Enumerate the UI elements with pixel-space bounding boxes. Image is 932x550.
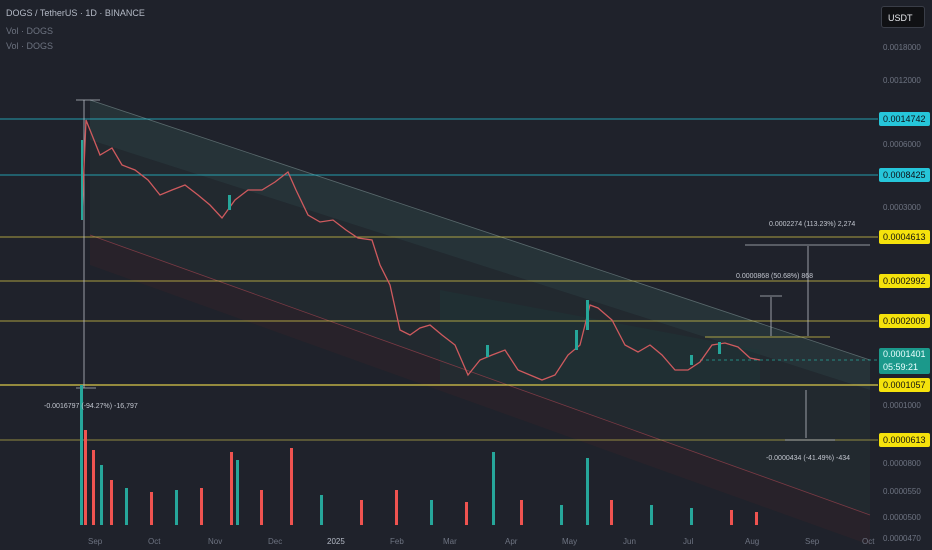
price-tag-0004613[interactable]: 0.0004613 [879, 230, 930, 244]
horizontal-levels[interactable] [0, 118, 878, 441]
time-axis-label: Nov [208, 537, 222, 546]
down-annotation: -0.0000434 (-41.49%) -434 [766, 455, 851, 462]
price-scale-label: 0.0000800 [883, 459, 921, 468]
volume-bars [80, 385, 758, 525]
currency-unit-button[interactable]: USDT [881, 6, 925, 28]
target1-annotation: 0.0002274 (113.23%) 2,274 [769, 221, 856, 228]
price-scale-label: 0.0000470 [883, 534, 921, 543]
price-scale-label: 0.0003000 [883, 203, 921, 212]
time-axis-label: 2025 [327, 537, 345, 546]
channel-top-line [89, 99, 871, 361]
time-axis-label: Oct [862, 537, 875, 546]
price-scale[interactable]: 0.0018000 0.0012000 0.0006000 0.0003000 … [883, 43, 921, 543]
wedge-fill [440, 290, 760, 385]
price-scale-label: 0.0000500 [883, 513, 921, 522]
time-axis-label: Dec [268, 537, 282, 546]
time-axis-label: Apr [505, 537, 518, 546]
time-axis-label: Mar [443, 537, 457, 546]
price-tag-0002009[interactable]: 0.0002009 [879, 314, 930, 328]
channel-body [90, 140, 870, 515]
price-tag-0014742[interactable]: 0.0014742 [879, 112, 930, 126]
bar-countdown: 05:59:21 [883, 362, 919, 372]
time-axis-label: Sep [805, 537, 820, 546]
current-price-tag[interactable]: 0.0001401 05:59:21 [879, 348, 930, 374]
price-scale-label: 0.0006000 [883, 140, 921, 149]
price-tag-0008425[interactable]: 0.0008425 [879, 168, 930, 182]
time-axis[interactable]: Sep Oct Nov Dec 2025 Feb Mar Apr May Jun… [88, 537, 875, 546]
price-tag-0002992[interactable]: 0.0002992 [879, 274, 930, 288]
price-tag-0000613[interactable]: 0.0000613 [879, 433, 930, 447]
time-axis-label: Feb [390, 537, 404, 546]
candles [81, 140, 721, 365]
measure-tools[interactable] [76, 99, 870, 441]
drop-annotation: -0.0016797 (-94.27%) -16,797 [44, 403, 138, 410]
price-scale-label: 0.0018000 [883, 43, 921, 52]
time-axis-label: Aug [745, 537, 759, 546]
channel-bottom-line [89, 234, 871, 516]
price-scale-label: 0.0012000 [883, 76, 921, 85]
price-tag-0001057[interactable]: 0.0001057 [879, 378, 930, 392]
symbol-title[interactable]: DOGS / TetherUS · 1D · BINANCE [6, 8, 145, 18]
volume-legend[interactable]: Vol · DOGS [6, 41, 54, 51]
channel-upper-band [90, 100, 870, 390]
time-axis-label: Jul [683, 537, 693, 546]
target2-annotation: 0.0000868 (50.68%) 868 [736, 273, 814, 280]
time-axis-label: May [562, 537, 577, 546]
time-axis-label: Sep [88, 537, 103, 546]
time-axis-label: Jun [623, 537, 636, 546]
price-scale-label: 0.0001000 [883, 401, 921, 410]
price-path [81, 119, 761, 381]
time-axis-label: Oct [148, 537, 161, 546]
current-price: 0.0001401 [883, 349, 926, 359]
price-scale-label: 0.0000550 [883, 487, 921, 496]
channel-lower-band [90, 235, 870, 545]
volume-legend[interactable]: Vol · DOGS [6, 26, 54, 36]
